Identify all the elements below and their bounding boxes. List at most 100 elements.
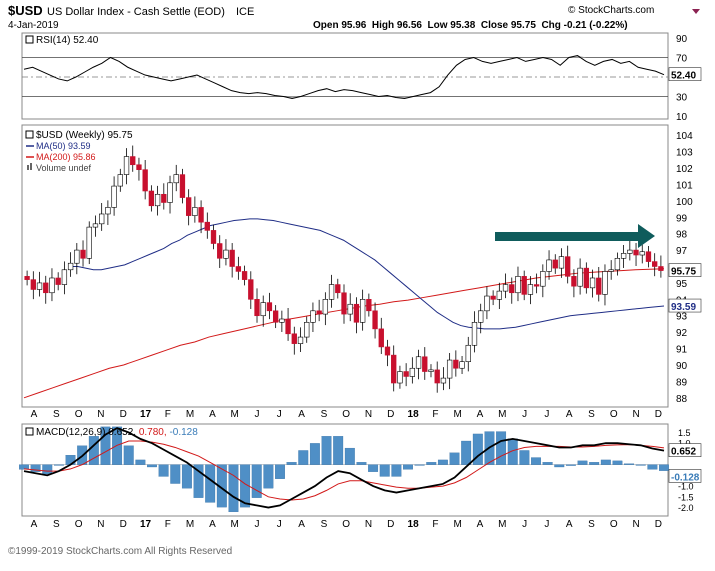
candle (583, 262, 589, 294)
candle-body (36, 282, 43, 290)
candle (154, 185, 161, 216)
macd-histogram-bar (53, 464, 64, 466)
candle (366, 293, 372, 317)
macd-histogram-bar (181, 464, 192, 489)
ma50-last-value: 93.59 (671, 302, 696, 313)
price-tick-label: 88 (676, 394, 688, 405)
rsi-last-value-box (668, 67, 702, 81)
macd-histogram-bar (333, 436, 344, 465)
x-tick-label: N (97, 519, 104, 530)
candle-body (540, 271, 546, 287)
candle-body (366, 299, 372, 312)
x-tick-label: O (610, 409, 618, 420)
candle-body (459, 361, 465, 369)
candle-body (446, 359, 453, 379)
candle-body (291, 333, 297, 344)
macd-tick-label: -2.0 (678, 503, 694, 513)
price-last-value: 95.75 (671, 267, 696, 278)
candle-body (509, 284, 515, 294)
candle (353, 297, 360, 334)
macd-histogram-bar (251, 464, 262, 498)
candle (478, 303, 484, 334)
candle-body (465, 344, 471, 362)
x-tick-label: A (477, 519, 484, 530)
candle (254, 288, 260, 323)
candle-body (552, 259, 558, 269)
candle (285, 308, 291, 341)
candle (136, 157, 142, 181)
price-last-value-box (668, 263, 702, 277)
macd-histogram-bar (391, 464, 402, 477)
candle (61, 261, 68, 295)
candle-body (92, 223, 99, 228)
price-tick-label: 102 (676, 164, 693, 175)
macd-histogram-bar (30, 464, 41, 472)
candle-body (167, 182, 173, 203)
candle (316, 299, 322, 322)
x-tick-label: J (522, 409, 527, 420)
macd-layer: 1.51.0-0.5-1.0-1.5-2.00.652-0.128ASOND17… (19, 426, 702, 530)
candle-body (658, 266, 664, 271)
price-tick-label: 95 (676, 279, 688, 290)
candle-body (546, 259, 552, 272)
candle (577, 258, 583, 295)
candle (620, 245, 627, 268)
candle-body (154, 193, 161, 207)
x-tick-label: J (277, 519, 282, 530)
price-tick-label: 101 (676, 180, 693, 191)
rsi-legend-swatch (25, 35, 34, 44)
candle (161, 183, 167, 210)
candle (86, 221, 92, 265)
candle-body (192, 207, 198, 216)
rsi-legend: RSI(14) 52.40 (36, 35, 99, 46)
macd-histogram-bar (647, 464, 658, 470)
candle-body (55, 277, 61, 285)
candle (248, 271, 254, 310)
candle (403, 363, 409, 387)
macd-hist-last-value-box (668, 469, 702, 483)
x-tick-label: D (655, 519, 662, 530)
candle-body (24, 276, 30, 280)
candle (173, 164, 179, 192)
candle (167, 175, 173, 214)
x-tick-label: S (321, 409, 328, 420)
candle (179, 168, 186, 204)
candle-body (397, 371, 403, 384)
x-tick-label: M (186, 409, 194, 420)
x-tick-label: S (53, 519, 60, 530)
instrument-name: US Dollar Index - Cash Settle (EOD) (47, 6, 225, 18)
x-tick-label: S (321, 519, 328, 530)
macd-histogram-bar (100, 426, 111, 465)
macd-histogram-bar (368, 464, 379, 472)
rsi-panel (21, 32, 669, 120)
candle-body (204, 221, 210, 231)
macd-histogram-bar (275, 464, 285, 479)
candle (589, 269, 596, 298)
candle (30, 271, 36, 300)
macd-last-value-box (668, 443, 702, 457)
candle-body (99, 213, 105, 225)
candle-body (496, 290, 503, 300)
candle-body (440, 377, 447, 384)
candle-body (142, 169, 148, 192)
candle-body (353, 303, 360, 323)
brand-label[interactable]: © StockCharts.com (568, 5, 654, 16)
ma50-last-value-box (668, 298, 702, 313)
candle (372, 302, 378, 339)
candle-body (490, 295, 496, 300)
candle (378, 317, 384, 354)
chart-date: 4-Jan-2019 (8, 20, 59, 31)
candle (148, 185, 155, 212)
x-tick-label: O (342, 409, 350, 420)
candle-body (279, 318, 285, 323)
candle-body (105, 207, 111, 215)
candle-body (185, 197, 192, 216)
candle (359, 289, 366, 331)
resistance-arrow (495, 224, 655, 248)
dropdown-icon[interactable] (692, 9, 700, 14)
macd-histogram-bar (659, 464, 669, 471)
candle (446, 352, 453, 390)
rsi-tick-label: 90 (676, 34, 688, 45)
candle-body (627, 249, 633, 254)
candle-body (415, 356, 422, 369)
